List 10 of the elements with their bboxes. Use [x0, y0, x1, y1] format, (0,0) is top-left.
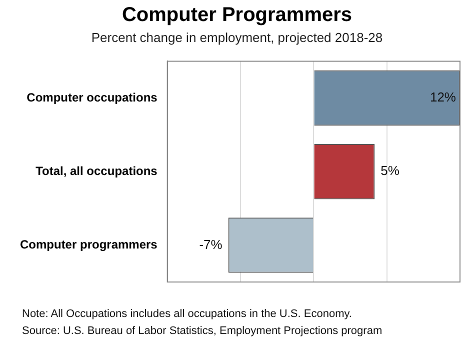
source-note: Source: U.S. Bureau of Labor Statistics, Employment Projections program — [22, 324, 382, 339]
data-label: -7% — [199, 236, 223, 252]
y-tick-label: Computer programmers — [20, 238, 158, 252]
text: Note: All Occupations includes all occupations in the U.S. Economy. — [22, 307, 353, 322]
y-tick-label: Total, all occupations — [36, 164, 158, 178]
chart-title: Computer Programmers — [120, 4, 354, 27]
chart-subtitle: Percent change in employment, projected 2018-28 — [90, 30, 384, 45]
data-label: 5% — [380, 163, 400, 178]
y-tick-label: Computer occupations — [26, 90, 158, 104]
data-label: 12% — [430, 90, 456, 105]
